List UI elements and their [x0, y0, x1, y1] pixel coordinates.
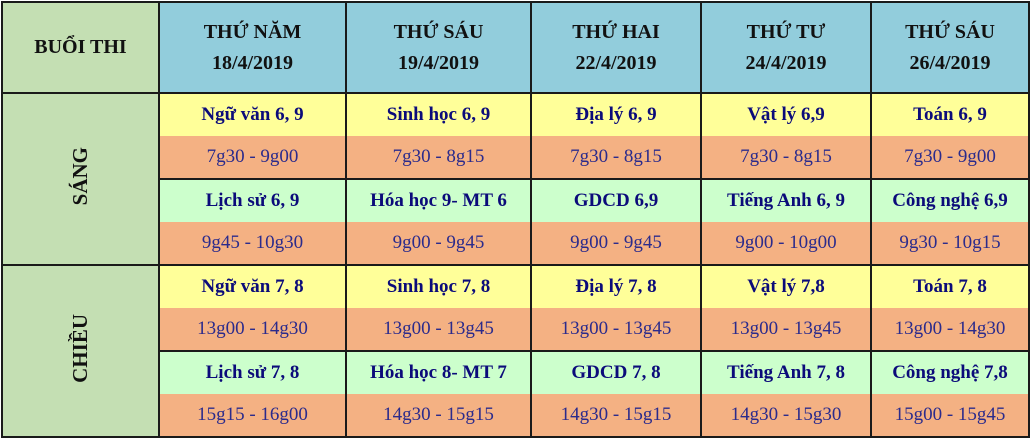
subject-cell: Tiếng Anh 6, 9 — [700, 178, 872, 222]
time-cell: 7g30 - 8g15 — [700, 136, 872, 180]
time-cell: 9g30 - 10g15 — [870, 222, 1030, 266]
session-label: CHIỀU — [68, 313, 92, 383]
time-cell: 13g00 - 13g45 — [530, 308, 702, 352]
subject-cell: Hóa học 9- MT 6 — [345, 178, 532, 222]
subject-cell: Lịch sử 7, 8 — [158, 350, 347, 394]
time-cell: 14g30 - 15g15 — [345, 394, 532, 438]
subject-cell: Toán 7, 8 — [870, 264, 1030, 308]
time-row: 7g30 - 9g00 7g30 - 8g15 7g30 - 8g15 7g30 - … — [2, 136, 1030, 180]
subject-cell: Ngữ văn 6, 9 — [158, 92, 347, 136]
date: 24/4/2019 — [745, 51, 827, 74]
subject-row: Lịch sử 6, 9 Hóa học 9- MT 6 GDCD 6,9 Tiếng… — [2, 178, 1030, 222]
exam-schedule-table: BUỔI THI THỨ NĂM 18/4/2019 THỨ SÁU 19/4/201… — [1, 1, 1030, 438]
subject-cell: Vật lý 7,8 — [700, 264, 872, 308]
subject-cell: GDCD 7, 8 — [530, 350, 702, 394]
weekday: THỨ HAI — [572, 20, 660, 43]
header-row: BUỔI THI THỨ NĂM 18/4/2019 THỨ SÁU 19/4/201… — [1, 1, 1030, 94]
subject-cell: Sinh học 7, 8 — [345, 264, 532, 308]
time-row: 15g15 - 16g00 14g30 - 15g15 14g30 - 15g15 1… — [2, 394, 1030, 438]
subject-cell: Vật lý 6,9 — [700, 92, 872, 136]
time-cell: 9g00 - 9g45 — [530, 222, 702, 266]
time-cell: 9g45 - 10g30 — [158, 222, 347, 266]
time-row: 9g45 - 10g30 9g00 - 9g45 9g00 - 9g45 9g00 -… — [2, 222, 1030, 266]
session-label: SÁNG — [68, 146, 92, 206]
time-cell: 7g30 - 8g15 — [345, 136, 532, 180]
time-cell: 15g15 - 16g00 — [158, 394, 347, 438]
day-header: THỨ NĂM 18/4/2019 — [158, 1, 347, 94]
weekday: THỨ SÁU — [905, 20, 995, 43]
date: 18/4/2019 — [211, 51, 294, 74]
subject-cell: Lịch sử 6, 9 — [158, 178, 347, 222]
time-cell: 7g30 - 9g00 — [158, 136, 347, 180]
subject-cell: Sinh học 6, 9 — [345, 92, 532, 136]
time-cell: 13g00 - 14g30 — [870, 308, 1030, 352]
time-cell: 13g00 - 13g45 — [700, 308, 872, 352]
subject-cell: Địa lý 7, 8 — [530, 264, 702, 308]
subject-row: SÁNG Ngữ văn 6, 9 Sinh học 6, 9 Địa lý 6, 9… — [1, 92, 1030, 266]
time-cell: 14g30 - 15g30 — [700, 394, 872, 438]
subject-cell: Tiếng Anh 7, 8 — [700, 350, 872, 394]
time-cell: 13g00 - 14g30 — [158, 308, 347, 352]
date: 26/4/2019 — [909, 51, 991, 74]
session-label-cell: SÁNG — [1, 92, 160, 266]
date: 19/4/2019 — [397, 51, 480, 74]
weekday: THỨ NĂM — [203, 20, 302, 43]
subject-cell: Công nghệ 7,8 — [870, 350, 1030, 394]
subject-cell: Toán 6, 9 — [870, 92, 1030, 136]
day-header: THỨ SÁU 26/4/2019 — [870, 1, 1030, 94]
subject-cell: GDCD 6,9 — [530, 178, 702, 222]
day-header: THỨ HAI 22/4/2019 — [530, 1, 702, 94]
subject-cell: Ngữ văn 7, 8 — [158, 264, 347, 308]
time-cell: 13g00 - 13g45 — [345, 308, 532, 352]
time-cell: 7g30 - 8g15 — [530, 136, 702, 180]
weekday: THỨ SÁU — [393, 20, 484, 43]
time-row: 13g00 - 14g30 13g00 - 13g45 13g00 - 13g45 1… — [2, 308, 1030, 352]
subject-cell: Địa lý 6, 9 — [530, 92, 702, 136]
day-header: THỨ SÁU 19/4/2019 — [345, 1, 532, 94]
subject-cell: Công nghệ 6,9 — [870, 178, 1030, 222]
time-cell: 9g00 - 9g45 — [345, 222, 532, 266]
time-cell: 14g30 - 15g15 — [530, 394, 702, 438]
session-header: BUỔI THI — [1, 1, 160, 94]
subject-cell: Hóa học 8- MT 7 — [345, 350, 532, 394]
time-cell: 15g00 - 15g45 — [870, 394, 1030, 438]
day-header: THỨ TƯ 24/4/2019 — [700, 1, 872, 94]
weekday: THỨ TƯ — [746, 20, 826, 43]
session-label-cell: CHIỀU — [1, 264, 160, 438]
subject-row: CHIỀU Ngữ văn 7, 8 Sinh học 7, 8 Địa lý 7, … — [1, 264, 1030, 438]
time-cell: 7g30 - 9g00 — [870, 136, 1030, 180]
time-cell: 9g00 - 10g00 — [700, 222, 872, 266]
date: 22/4/2019 — [575, 51, 657, 74]
subject-row: Lịch sử 7, 8 Hóa học 8- MT 7 GDCD 7, 8 Tiến… — [2, 350, 1030, 394]
